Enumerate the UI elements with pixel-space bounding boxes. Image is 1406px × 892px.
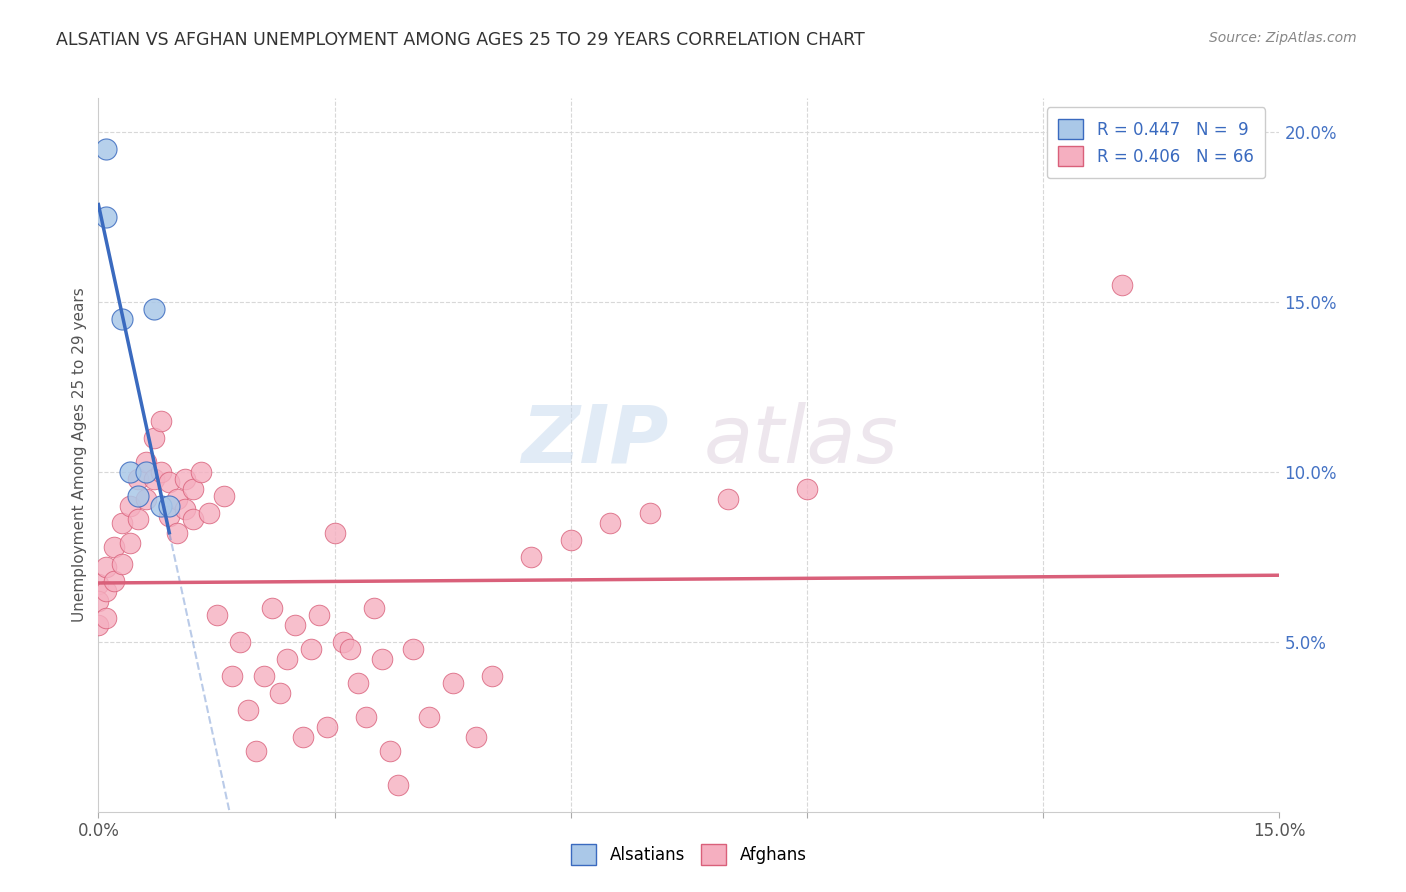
Point: [332, 635, 354, 649]
Point: [441, 675, 464, 690]
Point: [197, 506, 219, 520]
Point: [150, 465, 173, 479]
Point: [127, 472, 149, 486]
Text: Source: ZipAtlas.com: Source: ZipAtlas.com: [1209, 31, 1357, 45]
Point: [118, 465, 141, 479]
Point: [142, 431, 165, 445]
Point: [166, 526, 188, 541]
Point: [717, 492, 740, 507]
Point: [221, 669, 243, 683]
Point: [378, 743, 401, 757]
Point: [142, 472, 165, 486]
Text: ALSATIAN VS AFGHAN UNEMPLOYMENT AMONG AGES 25 TO 29 YEARS CORRELATION CHART: ALSATIAN VS AFGHAN UNEMPLOYMENT AMONG AG…: [56, 31, 865, 49]
Point: [135, 492, 157, 507]
Point: [276, 652, 298, 666]
Point: [87, 594, 110, 608]
Point: [118, 499, 141, 513]
Point: [135, 465, 157, 479]
Point: [142, 301, 165, 316]
Legend: Alsatians, Afghans: Alsatians, Afghans: [561, 834, 817, 875]
Point: [245, 743, 267, 757]
Point: [315, 720, 337, 734]
Point: [157, 509, 180, 524]
Point: [299, 641, 322, 656]
Point: [87, 617, 110, 632]
Point: [253, 669, 276, 683]
Point: [638, 506, 661, 520]
Point: [214, 489, 236, 503]
Point: [260, 600, 283, 615]
Point: [118, 536, 141, 550]
Point: [1111, 278, 1133, 293]
Point: [418, 709, 440, 723]
Point: [96, 560, 118, 574]
Text: ZIP: ZIP: [520, 401, 668, 480]
Point: [520, 549, 543, 564]
Point: [96, 210, 118, 224]
Point: [181, 512, 204, 526]
Point: [96, 583, 118, 598]
Point: [190, 465, 212, 479]
Point: [174, 472, 197, 486]
Text: atlas: atlas: [704, 401, 898, 480]
Point: [103, 540, 125, 554]
Point: [236, 703, 259, 717]
Point: [465, 730, 488, 744]
Point: [229, 635, 252, 649]
Point: [111, 312, 134, 326]
Point: [150, 499, 173, 513]
Point: [166, 492, 188, 507]
Point: [150, 414, 173, 428]
Point: [96, 611, 118, 625]
Point: [103, 574, 125, 588]
Point: [174, 502, 197, 516]
Y-axis label: Unemployment Among Ages 25 to 29 years: Unemployment Among Ages 25 to 29 years: [72, 287, 87, 623]
Point: [111, 557, 134, 571]
Point: [481, 669, 503, 683]
Point: [181, 482, 204, 496]
Point: [402, 641, 425, 656]
Point: [127, 512, 149, 526]
Point: [292, 730, 315, 744]
Point: [157, 499, 180, 513]
Point: [284, 617, 307, 632]
Point: [87, 577, 110, 591]
Point: [796, 482, 818, 496]
Point: [96, 142, 118, 156]
Point: [599, 516, 621, 530]
Point: [269, 686, 291, 700]
Point: [363, 600, 385, 615]
Point: [371, 652, 394, 666]
Point: [205, 607, 228, 622]
Point: [127, 489, 149, 503]
Point: [111, 516, 134, 530]
Point: [354, 709, 377, 723]
Point: [560, 533, 582, 547]
Point: [387, 778, 409, 792]
Point: [339, 641, 361, 656]
Point: [323, 526, 346, 541]
Point: [347, 675, 370, 690]
Point: [135, 455, 157, 469]
Point: [308, 607, 330, 622]
Point: [157, 475, 180, 489]
